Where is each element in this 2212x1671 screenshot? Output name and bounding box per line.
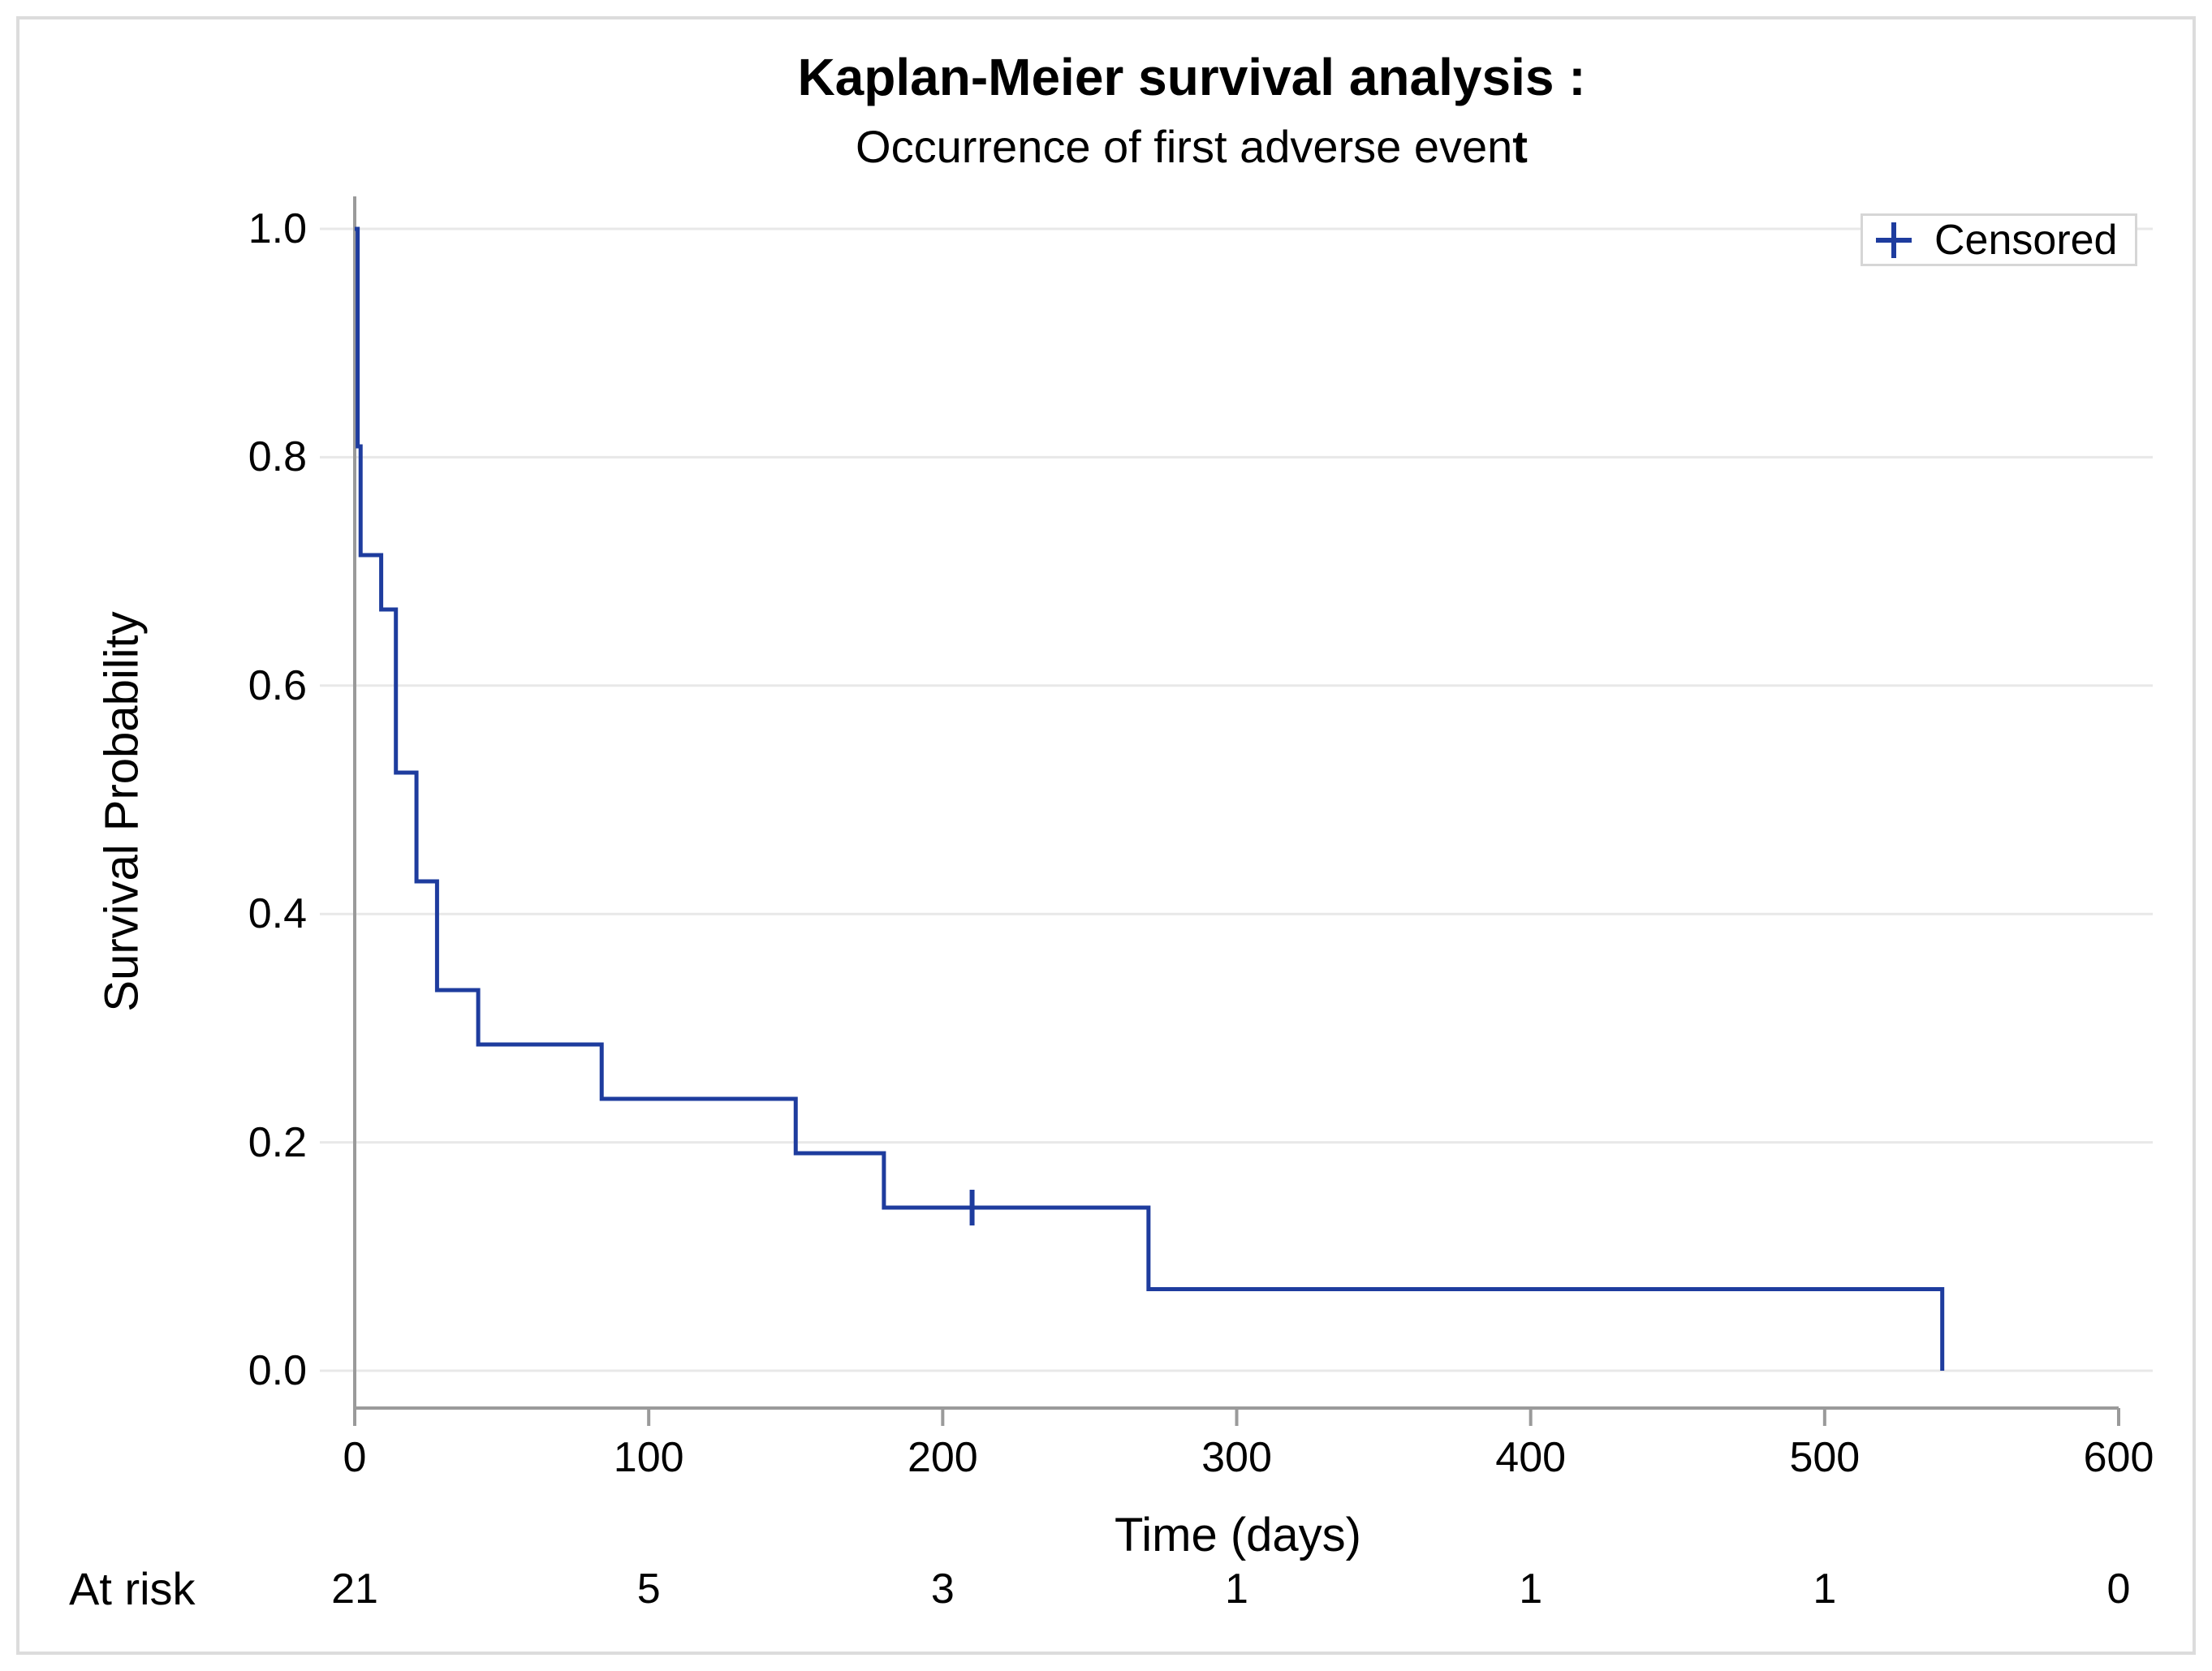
y-tick-label: 0.0 <box>248 1347 307 1394</box>
x-tick-label: 0 <box>343 1434 367 1481</box>
x-axis-label: Time (days) <box>1115 1509 1361 1561</box>
chart-frame-border <box>16 16 2196 1655</box>
y-tick-label: 0.2 <box>248 1118 307 1166</box>
chart-subtitle-text: Occurrence of first adverse even <box>856 121 1513 172</box>
at-risk-count: 0 <box>2106 1565 2131 1613</box>
at-risk-count: 1 <box>1813 1565 1837 1613</box>
at-risk-count: 5 <box>636 1565 661 1613</box>
at-risk-count: 1 <box>1225 1565 1248 1613</box>
at-risk-count: 1 <box>1519 1565 1543 1613</box>
at-risk-count: 3 <box>930 1565 955 1613</box>
legend-label: Censored <box>1934 216 2118 264</box>
legend-box: Censored <box>1861 213 2137 266</box>
at-risk-row-label: At risk <box>69 1563 196 1614</box>
x-tick-label: 400 <box>1495 1434 1567 1481</box>
y-tick-label: 0.4 <box>248 890 307 938</box>
y-tick-label: 0.6 <box>248 661 307 709</box>
x-tick-label: 200 <box>907 1434 978 1481</box>
x-tick-label: 500 <box>1789 1434 1861 1481</box>
survival-curve <box>355 226 1945 1371</box>
x-tick-label: 300 <box>1201 1434 1272 1481</box>
y-tick-label: 1.0 <box>248 205 307 252</box>
y-tick-label: 0.8 <box>248 433 307 481</box>
x-tick-label: 600 <box>2083 1434 2154 1481</box>
at-risk-count: 21 <box>331 1565 378 1613</box>
chart-subtitle-bold-tail: t <box>1512 121 1528 172</box>
chart-title: Kaplan-Meier survival analysis : <box>797 48 1586 106</box>
x-tick-label: 100 <box>613 1434 684 1481</box>
censored-plus-icon <box>1876 222 1912 258</box>
chart-subtitle: Occurrence of first adverse event <box>856 120 1528 174</box>
